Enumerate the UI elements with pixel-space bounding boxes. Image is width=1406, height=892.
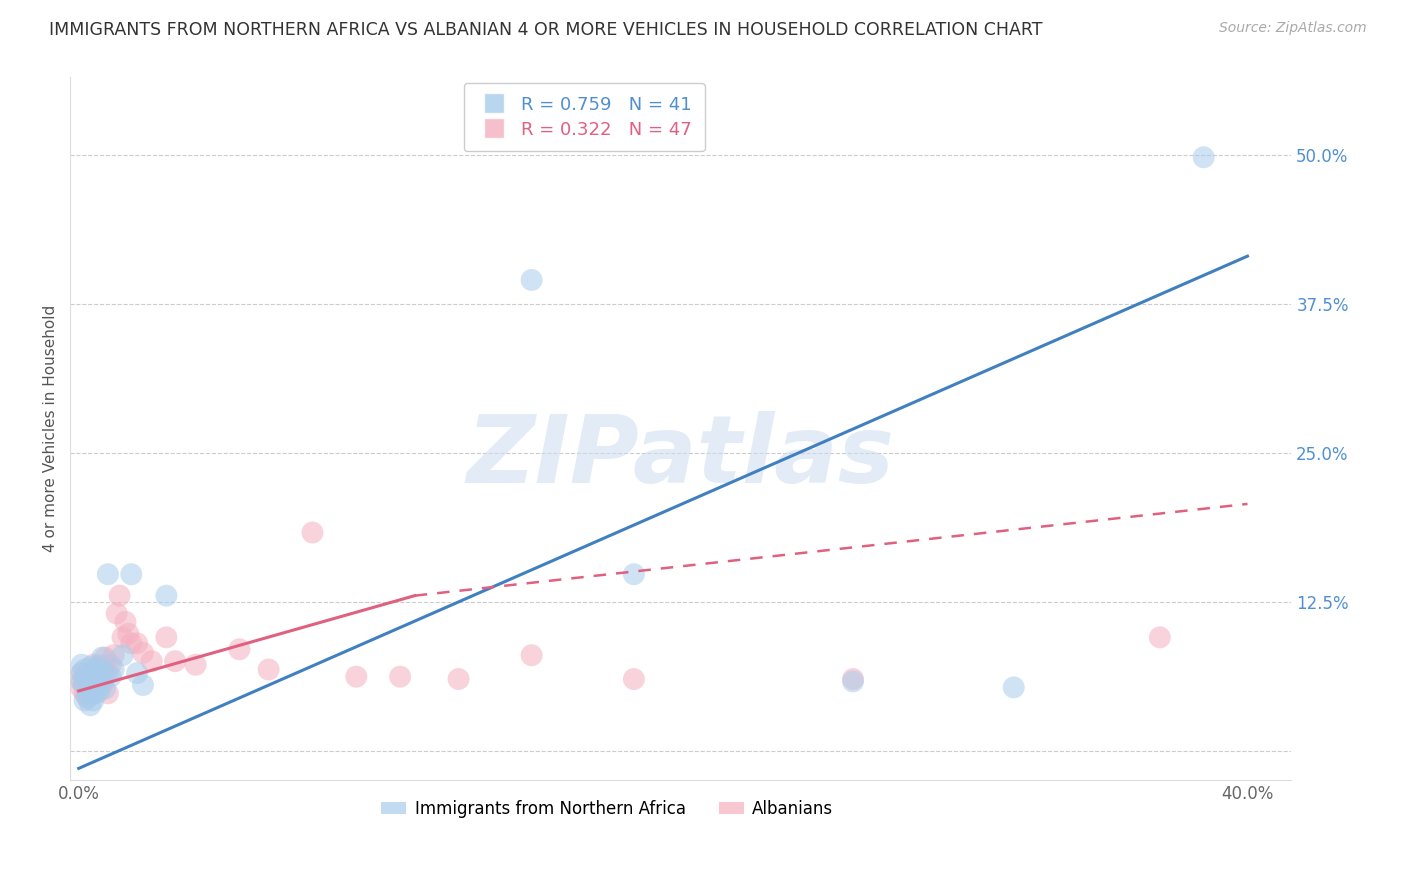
Point [84, 678, 107, 692]
Point [73, 678, 96, 692]
Point [120, 636, 142, 650]
Point [79, 678, 101, 692]
Point [103, 648, 125, 663]
Point [82, 681, 104, 696]
Point [70, 657, 93, 672]
Point [76, 672, 98, 686]
Point [94, 650, 117, 665]
Point [89, 660, 111, 674]
Point [89, 684, 111, 698]
Point [70, 666, 93, 681]
Point [82, 657, 104, 672]
Point [79, 660, 101, 674]
Point [76, 684, 98, 698]
Point [73, 693, 96, 707]
Point [111, 631, 134, 645]
Point [73, 663, 96, 677]
Point [520, 648, 543, 663]
Point [141, 654, 163, 668]
Point [257, 663, 280, 677]
Point [82, 674, 104, 689]
Point [84, 686, 107, 700]
Point [82, 674, 104, 689]
Point [82, 686, 104, 700]
Point [79, 681, 101, 695]
Point [73, 686, 96, 700]
Point [623, 567, 645, 582]
Point [84, 678, 107, 692]
Point [447, 672, 470, 686]
Point [105, 607, 128, 621]
Point [155, 631, 177, 645]
Point [76, 691, 98, 706]
Point [79, 666, 101, 681]
Point [79, 670, 101, 684]
Point [132, 646, 155, 660]
Point [842, 674, 865, 689]
Point [97, 567, 120, 582]
Text: IMMIGRANTS FROM NORTHERN AFRICA VS ALBANIAN 4 OR MORE VEHICLES IN HOUSEHOLD CORR: IMMIGRANTS FROM NORTHERN AFRICA VS ALBAN… [49, 21, 1043, 38]
Point [89, 657, 111, 672]
Point [344, 670, 367, 684]
Point [91, 678, 114, 692]
Point [165, 654, 187, 668]
Point [103, 663, 125, 677]
Point [97, 686, 120, 700]
Y-axis label: 4 or more Vehicles in Household: 4 or more Vehicles in Household [44, 305, 58, 552]
Point [1192, 150, 1215, 164]
Point [100, 657, 122, 672]
Point [82, 693, 104, 707]
Point [76, 672, 98, 686]
Point [623, 672, 645, 686]
Text: Source: ZipAtlas.com: Source: ZipAtlas.com [1219, 21, 1367, 35]
Point [89, 670, 111, 684]
Point [70, 666, 93, 681]
Point [79, 698, 101, 713]
Point [132, 678, 155, 692]
Point [70, 674, 93, 689]
Point [94, 666, 117, 681]
Point [73, 670, 96, 684]
Point [84, 663, 107, 677]
Point [91, 650, 114, 665]
Text: ZIPatlas: ZIPatlas [467, 411, 894, 503]
Point [91, 674, 114, 689]
Point [89, 666, 111, 681]
Point [111, 648, 134, 663]
Point [70, 681, 93, 696]
Point [520, 273, 543, 287]
Point [127, 636, 149, 650]
Point [91, 663, 114, 677]
Point [389, 670, 412, 684]
Point [842, 672, 865, 686]
Point [97, 666, 120, 681]
Point [76, 690, 98, 704]
Point [1002, 681, 1025, 695]
Point [117, 627, 139, 641]
Point [84, 670, 107, 684]
Point [127, 666, 149, 681]
Point [155, 589, 177, 603]
Point [70, 674, 93, 689]
Point [76, 686, 98, 700]
Point [73, 678, 96, 692]
Point [1149, 631, 1171, 645]
Point [94, 681, 117, 696]
Point [108, 589, 131, 603]
Point [114, 615, 136, 629]
Point [228, 642, 250, 657]
Point [82, 666, 104, 681]
Point [184, 657, 207, 672]
Point [301, 525, 323, 540]
Legend: Immigrants from Northern Africa, Albanians: Immigrants from Northern Africa, Albania… [374, 793, 839, 825]
Point [120, 567, 142, 582]
Point [84, 666, 107, 681]
Point [100, 670, 122, 684]
